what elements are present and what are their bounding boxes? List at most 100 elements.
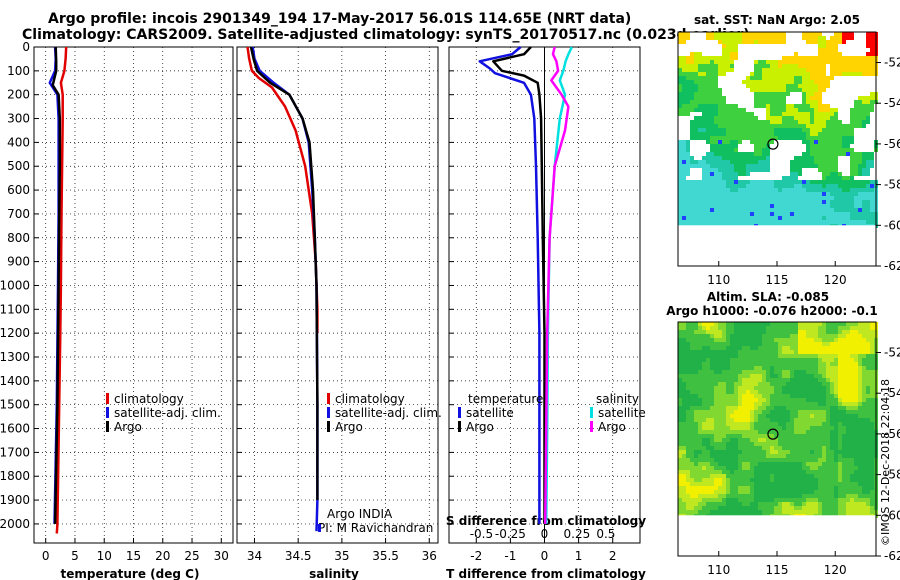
sla-cell [714,502,718,506]
sla-cell [830,410,834,414]
sst-cell [794,76,798,80]
sst-cell [790,140,794,144]
sst-cell [762,152,766,156]
sla-cell [686,470,690,474]
salinity-legend-0-label: climatology [335,392,405,406]
sla-cell [702,402,706,406]
sla-cell [714,346,718,350]
sst-cell [750,48,754,52]
sla-cell [818,434,822,438]
sst-cell [738,48,742,52]
sla-cell [750,350,754,354]
sla-cell [818,346,822,350]
sst-cell [810,140,814,144]
sla-cell [866,466,870,470]
sst-cell [834,120,838,124]
sst-cell [830,216,834,220]
sst-cell [790,48,794,52]
sla-cell [782,434,786,438]
sst-cell [846,36,850,40]
sst-cell [754,136,758,140]
sst-cell [686,76,690,80]
sst-cell [786,92,790,96]
sla-cell [782,466,786,470]
sst-cell [830,96,834,100]
sla-cell [706,350,710,354]
sst-cell [810,108,814,112]
sla-cell [754,366,758,370]
sla-cell [846,354,850,358]
sla-cell [742,370,746,374]
sla-cell [738,394,742,398]
sla-cell [818,454,822,458]
sla-cell [762,330,766,334]
sst-cell [694,104,698,108]
sla-cell [770,350,774,354]
sla-cell [722,502,726,506]
sst-cell [762,192,766,196]
sst-cell [786,136,790,140]
sst-cell [866,108,870,112]
sst-cell [686,68,690,72]
sst-cell [842,64,846,68]
sst-cell [694,180,698,184]
sst-cell [722,112,726,116]
sst-cell [818,56,822,60]
sst-cell [822,188,826,192]
sla-cell [810,422,814,426]
sla-cell [782,322,786,326]
sst-cell [738,136,742,140]
sla-cell [678,430,682,434]
sst-cell [794,132,798,136]
sla-cell [702,438,706,442]
sst-cell [798,36,802,40]
depth-tick-label: 0 [22,40,30,54]
sla-cell [802,450,806,454]
sst-cell [762,148,766,152]
sst-cell [866,140,870,144]
sst-cell [774,208,778,212]
sla-cell [774,454,778,458]
sla-cell [802,362,806,366]
sst-cell [818,168,822,172]
sst-cell [770,176,774,180]
sla-cell [738,422,742,426]
sst-cell [710,64,714,68]
sst-cell [782,148,786,152]
sst-cell [750,52,754,56]
sla-cell [722,446,726,450]
sst-cell [770,88,774,92]
sst-cell [802,152,806,156]
sla-cell [858,446,862,450]
sla-cell [702,370,706,374]
sst-cell [770,200,774,204]
sst-cell [678,184,682,188]
sst-cell [834,36,838,40]
sst-cell [738,196,742,200]
sla-cell [706,330,710,334]
sst-cell [818,48,822,52]
sla-cell [822,458,826,462]
sla-cell [726,346,730,350]
sst-cell [746,168,750,172]
sla-cell [746,374,750,378]
sla-cell [766,478,770,482]
sla-cell [742,386,746,390]
sst-cell [774,56,778,60]
sla-cell [830,482,834,486]
sla-cell [778,386,782,390]
sla-cell [830,490,834,494]
sst-cell [762,84,766,88]
sla-cell [762,410,766,414]
sst-cell [698,204,702,208]
sst-cell [742,100,746,104]
sst-cell [866,208,870,212]
sla-cell [746,462,750,466]
sst-cell [742,164,746,168]
sla-cell [858,334,862,338]
sla-cell [822,370,826,374]
sla-cell [814,366,818,370]
sst-cell [802,112,806,116]
sst-cell [766,32,770,36]
sst-cell [734,176,738,180]
